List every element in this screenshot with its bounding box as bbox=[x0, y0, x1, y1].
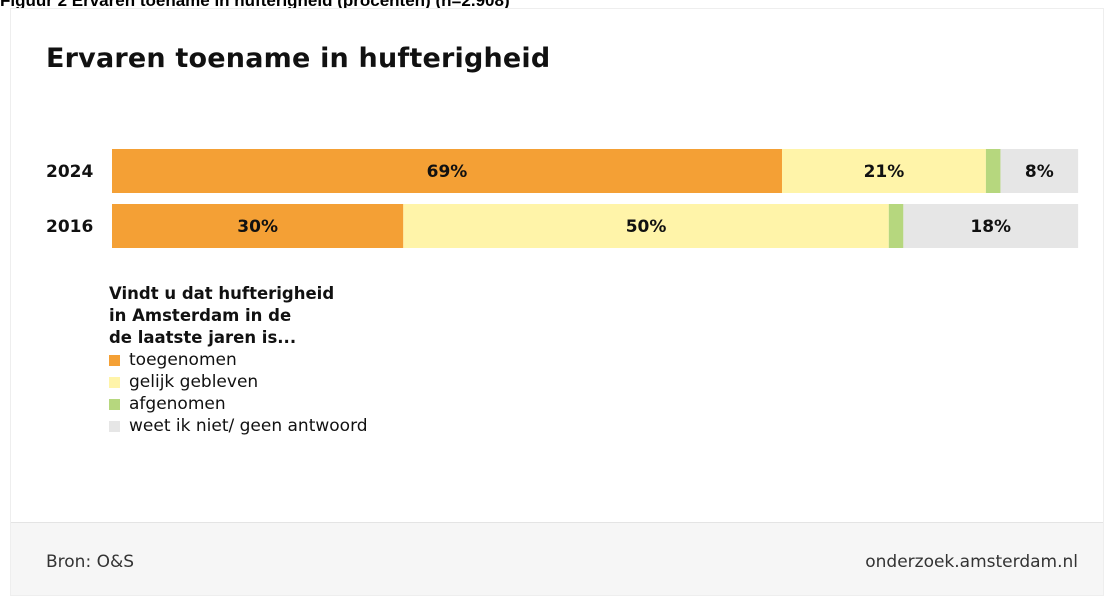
legend-swatch bbox=[109, 420, 120, 432]
legend-title-line: in Amsterdam in de bbox=[109, 306, 292, 325]
bar-2024-gelijk-gebleven bbox=[781, 149, 986, 193]
site-link[interactable]: onderzoek.amsterdam.nl bbox=[865, 552, 1078, 572]
bar-2024-toegenomen bbox=[112, 149, 782, 193]
category-label-2016: 2016 bbox=[46, 217, 93, 237]
data-label-2024-1: 21% bbox=[864, 162, 905, 182]
source-label: Bron: O&S bbox=[46, 552, 135, 572]
data-label-2016-1: 50% bbox=[626, 217, 667, 237]
data-label-2016-3: 18% bbox=[970, 217, 1011, 237]
legend-swatch bbox=[109, 398, 120, 410]
bar-2016-toegenomen bbox=[112, 204, 404, 248]
legend-item-toegenomen: toegenomen bbox=[109, 349, 389, 371]
legend-item-afgenomen: afgenomen bbox=[109, 393, 389, 415]
bar-2024-afgenomen bbox=[985, 149, 1001, 193]
legend-label: gelijk gebleven bbox=[129, 372, 259, 392]
legend-title: Vindt u dat hufterigheid in Amsterdam in… bbox=[109, 283, 389, 349]
legend-label: weet ik niet/ geen antwoord bbox=[129, 416, 368, 436]
data-label-2024-0: 69% bbox=[427, 162, 468, 182]
chart-title: Ervaren toename in hufterigheid bbox=[46, 43, 551, 74]
footer: Bron: O&S onderzoek.amsterdam.nl bbox=[11, 522, 1103, 595]
figure-caption: Figuur 2 Ervaren toename in hufterigheid… bbox=[0, 0, 510, 10]
legend-title-line: de laatste jaren is... bbox=[109, 328, 297, 347]
legend-item-gelijk-gebleven: gelijk gebleven bbox=[109, 371, 389, 393]
category-label-2024: 2024 bbox=[46, 162, 93, 182]
legend-title-line: Vindt u dat hufterigheid bbox=[109, 284, 335, 303]
legend-item-weet-niet: weet ik niet/ geen antwoord bbox=[109, 415, 389, 437]
bar-2016-afgenomen bbox=[888, 204, 904, 248]
legend-swatch bbox=[109, 376, 120, 388]
legend-swatch bbox=[109, 354, 120, 366]
legend: Vindt u dat hufterigheid in Amsterdam in… bbox=[109, 283, 389, 437]
legend-label: toegenomen bbox=[129, 350, 237, 370]
stacked-bar-chart: 2024 69% 21% 8% 2016 30% 50% 18% bbox=[46, 149, 1079, 248]
data-label-2024-3: 8% bbox=[1025, 162, 1054, 182]
bar-2016-gelijk-gebleven bbox=[403, 204, 889, 248]
data-label-2016-0: 30% bbox=[237, 217, 278, 237]
chart-card: Ervaren toename in hufterigheid 2024 69% 2… bbox=[10, 8, 1104, 596]
legend-label: afgenomen bbox=[129, 394, 226, 414]
bar-2016-weet-ik-niet-geen-antwoord bbox=[903, 204, 1079, 248]
bar-2024-weet-ik-niet-geen-antwoord bbox=[1000, 149, 1079, 193]
